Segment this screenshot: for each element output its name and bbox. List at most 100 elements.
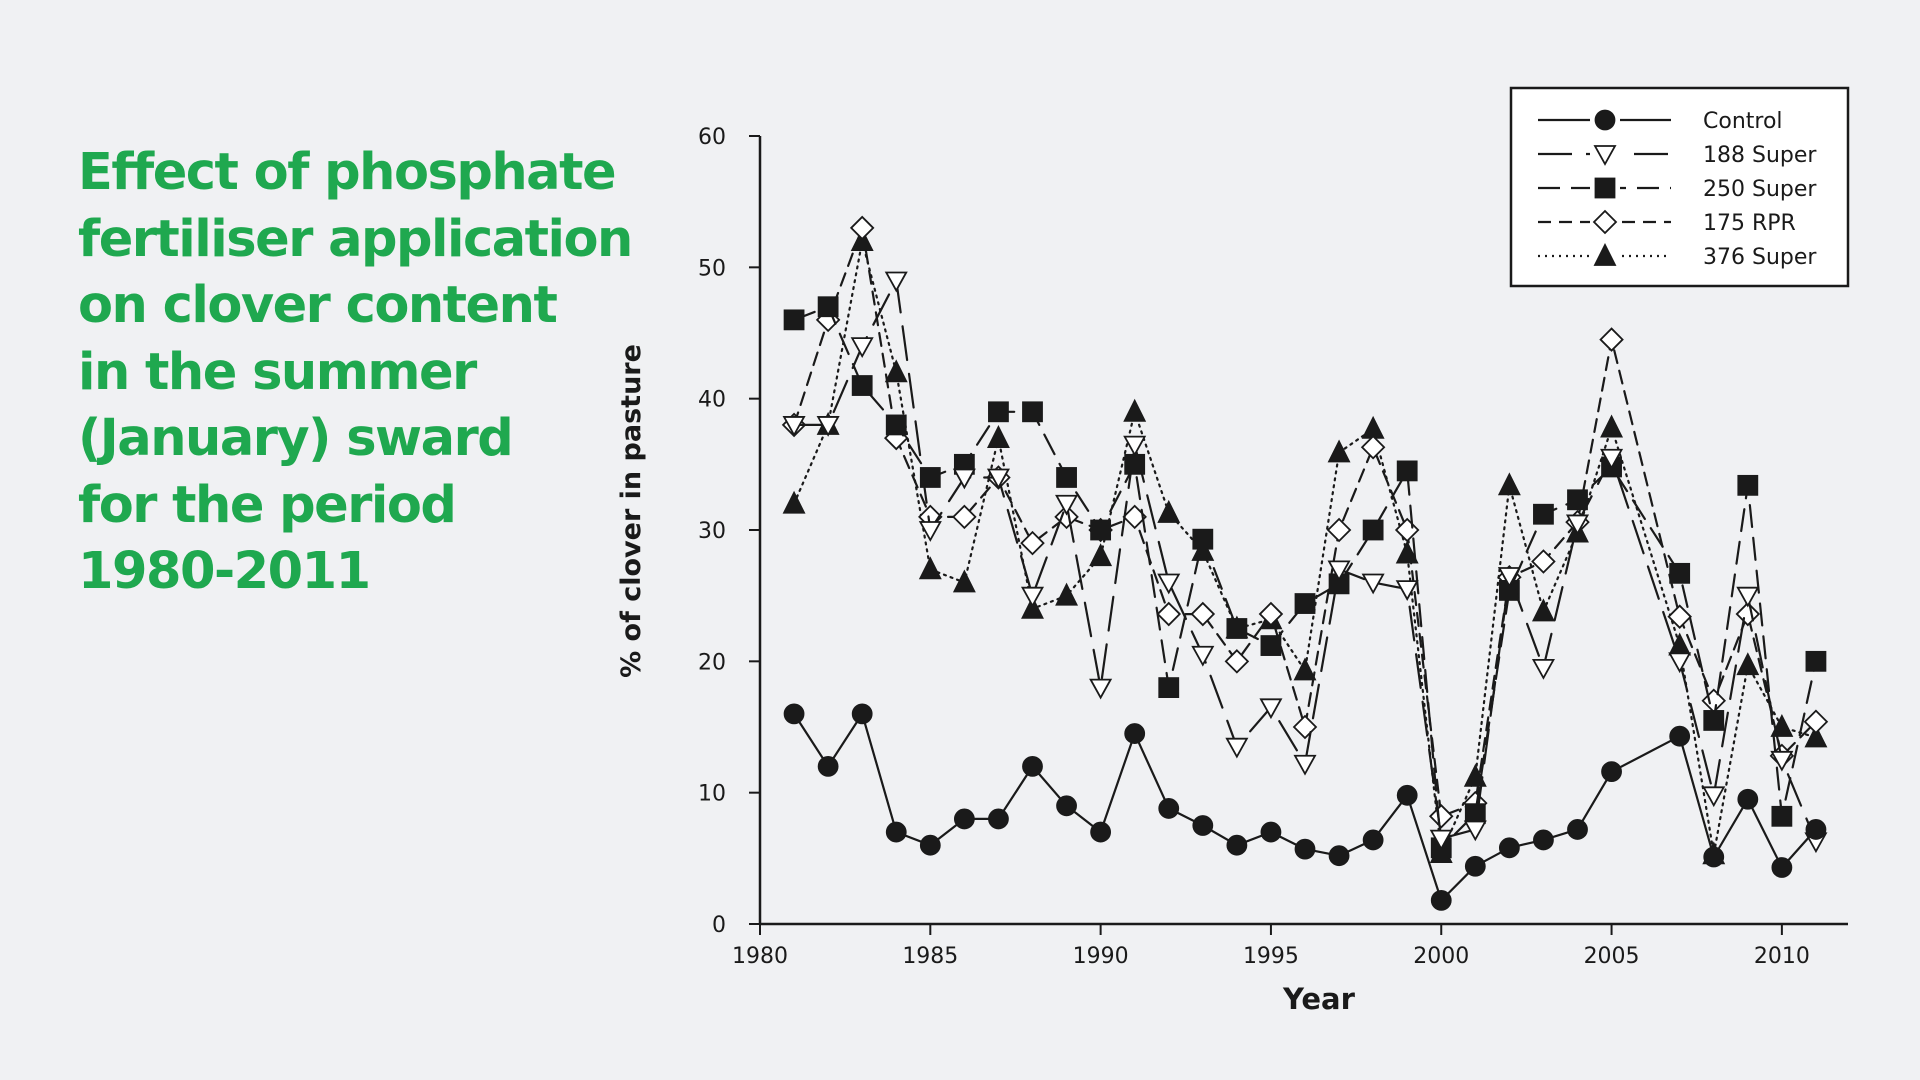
series-line xyxy=(792,712,1818,902)
y-tick-label: 10 xyxy=(698,782,726,807)
data-point-marker xyxy=(1429,829,1453,851)
data-point-marker xyxy=(816,416,840,437)
data-point-marker xyxy=(783,309,805,331)
data-point-marker xyxy=(986,425,1010,448)
data-point-marker xyxy=(1804,724,1828,748)
data-point-marker xyxy=(953,808,975,830)
data-point-marker xyxy=(1328,845,1350,867)
series-188-super xyxy=(782,271,1828,854)
data-point-marker xyxy=(918,521,942,542)
data-point-marker xyxy=(1192,528,1214,550)
y-axis-label: % of clover in pasture xyxy=(616,344,647,678)
data-point-marker xyxy=(1771,805,1793,827)
data-point-marker xyxy=(1260,635,1282,656)
x-tick-label: 2010 xyxy=(1754,944,1810,969)
data-point-marker xyxy=(1464,855,1486,877)
data-point-marker xyxy=(1293,657,1317,681)
data-point-marker xyxy=(1701,688,1727,714)
series-control xyxy=(783,703,1827,911)
data-point-marker xyxy=(1225,737,1249,759)
data-point-marker xyxy=(952,468,976,490)
data-point-marker xyxy=(1123,435,1147,457)
data-point-marker xyxy=(1737,788,1759,810)
data-point-marker xyxy=(884,359,908,383)
data-point-marker xyxy=(1260,821,1282,843)
data-point-marker xyxy=(1601,761,1622,783)
data-point-marker xyxy=(919,834,941,856)
data-point-marker xyxy=(1593,145,1617,166)
data-point-marker xyxy=(1021,595,1044,619)
x-tick-label: 2000 xyxy=(1413,944,1469,969)
data-point-marker xyxy=(1293,754,1317,776)
data-point-marker xyxy=(1395,540,1419,564)
data-point-marker xyxy=(1567,819,1588,840)
data-point-marker xyxy=(1124,723,1146,744)
data-point-marker xyxy=(1567,489,1588,511)
data-point-marker xyxy=(1736,586,1760,608)
data-point-marker xyxy=(782,416,806,437)
legend-entry-label: 175 RPR xyxy=(1703,211,1796,236)
data-point-marker xyxy=(1362,829,1384,851)
data-point-marker xyxy=(885,821,907,843)
data-point-marker xyxy=(1594,109,1616,131)
data-point-marker xyxy=(1464,803,1486,825)
data-point-marker xyxy=(1258,601,1284,627)
chart-legend: Control 188 Super 250 Super 175 RPR 376 Supe… xyxy=(1509,86,1850,288)
data-point-marker xyxy=(1056,795,1077,817)
y-tick-label: 50 xyxy=(698,256,726,281)
y-tick-label: 0 xyxy=(712,913,726,938)
y-tick-label: 30 xyxy=(698,519,726,544)
data-point-marker xyxy=(1090,821,1112,843)
data-point-marker xyxy=(1055,582,1079,606)
data-point-marker xyxy=(1770,750,1794,772)
data-point-marker xyxy=(1592,209,1618,235)
data-point-marker xyxy=(1594,177,1616,199)
data-point-marker xyxy=(782,490,806,514)
data-point-marker xyxy=(1226,834,1248,856)
data-point-marker xyxy=(1156,601,1182,627)
data-point-marker xyxy=(1259,698,1283,720)
data-point-marker xyxy=(1736,652,1760,676)
x-tick-label: 1995 xyxy=(1243,944,1299,969)
data-point-marker xyxy=(1396,460,1418,482)
data-point-marker xyxy=(1157,499,1181,523)
data-point-marker xyxy=(783,703,805,725)
data-point-marker xyxy=(817,296,839,318)
title-line: 1980-2011 xyxy=(78,542,371,601)
data-point-marker xyxy=(849,215,875,241)
page-title: Effect of phosphate fertiliser applicati… xyxy=(78,140,638,606)
y-tick-label: 60 xyxy=(698,125,726,150)
data-point-marker xyxy=(1531,659,1555,680)
data-point-marker xyxy=(1022,756,1043,777)
data-point-marker xyxy=(1056,467,1077,488)
data-point-marker xyxy=(1497,472,1521,496)
data-point-marker xyxy=(1771,857,1793,878)
legend-entry-label: 188 Super xyxy=(1703,143,1817,168)
data-point-marker xyxy=(1498,837,1520,859)
data-point-marker xyxy=(1020,530,1045,556)
data-point-marker xyxy=(988,401,1009,423)
chart-axes: 0 10 20 30 40 50 60 1980 1985 1990 1995 2000 2005 201… xyxy=(698,125,1848,969)
series-line xyxy=(792,240,1818,856)
chart-series xyxy=(781,215,1829,911)
data-point-marker xyxy=(1593,242,1617,266)
data-point-marker xyxy=(1294,593,1316,614)
data-point-marker xyxy=(952,504,977,530)
data-point-marker xyxy=(918,556,942,580)
data-point-marker xyxy=(1805,819,1827,840)
x-tick-label: 1980 xyxy=(732,944,788,969)
data-point-marker xyxy=(1600,414,1624,438)
title-line: Effect of phosphate xyxy=(78,143,617,202)
x-tick-label: 2005 xyxy=(1584,944,1640,969)
data-point-marker xyxy=(1428,804,1454,829)
title-line: for the period xyxy=(78,475,457,535)
data-point-marker xyxy=(1497,567,1521,588)
data-point-marker xyxy=(1667,604,1692,629)
data-point-marker xyxy=(1089,543,1113,567)
data-point-marker xyxy=(1805,650,1827,672)
data-point-marker xyxy=(1157,573,1181,595)
data-point-marker xyxy=(1294,838,1316,860)
title-line: in the summer xyxy=(78,342,477,402)
data-point-marker xyxy=(1090,519,1112,541)
